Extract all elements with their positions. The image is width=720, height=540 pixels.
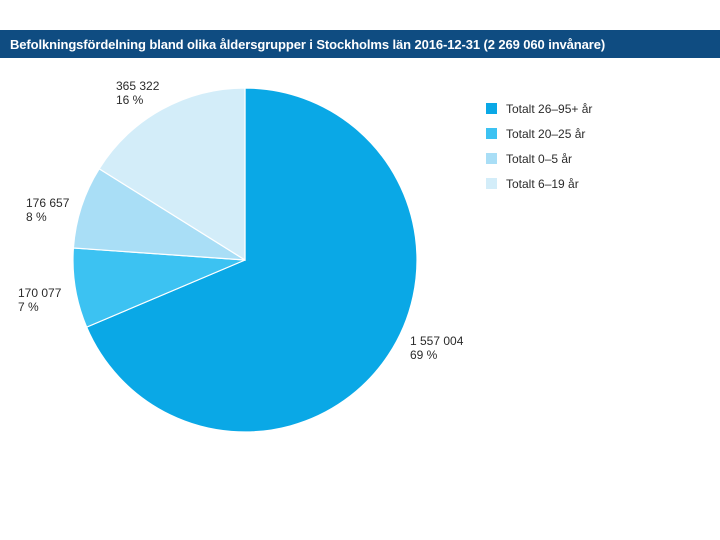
legend-label: Totalt 6–19 år	[506, 176, 579, 191]
slice-value-label: 170 077	[18, 286, 62, 300]
slice-value-label: 1 557 004	[410, 334, 464, 348]
pie-slice-0	[85, 87, 418, 433]
legend-swatch	[486, 153, 497, 164]
pie-chart	[72, 87, 418, 433]
chart-legend: Totalt 26–95+ år Totalt 20–25 år Totalt …	[486, 96, 592, 196]
legend-item-6-19: Totalt 6–19 år	[486, 171, 592, 196]
slice-percent-label: 69 %	[410, 348, 438, 362]
legend-label: Totalt 0–5 år	[506, 151, 573, 166]
data-label-26-95: 1 557 004 69 %	[410, 334, 463, 362]
slice-value-label: 365 322	[116, 79, 160, 93]
legend-label: Totalt 20–25 år	[506, 126, 586, 141]
chart-area: 1 557 004 69 % 170 077 7 % 176 657 8 % 3…	[0, 58, 720, 458]
legend-item-0-5: Totalt 0–5 år	[486, 146, 592, 171]
legend-item-26-95: Totalt 26–95+ år	[486, 96, 592, 121]
chart-header: Befolkningsfördelning bland olika ålders…	[0, 30, 720, 58]
data-label-20-25: 170 077 7 %	[18, 286, 61, 314]
slice-percent-label: 8 %	[26, 210, 47, 224]
legend-item-20-25: Totalt 20–25 år	[486, 121, 592, 146]
legend-label: Totalt 26–95+ år	[506, 101, 593, 116]
slice-percent-label: 7 %	[18, 300, 39, 314]
data-label-0-5: 176 657 8 %	[26, 196, 69, 224]
legend-swatch	[486, 178, 497, 189]
legend-swatch	[486, 103, 497, 114]
slice-value-label: 176 657	[26, 196, 70, 210]
chart-title: Befolkningsfördelning bland olika ålders…	[10, 36, 606, 52]
slice-percent-label: 16 %	[116, 93, 144, 107]
pie-slice-3	[98, 87, 246, 262]
data-label-6-19: 365 322 16 %	[116, 79, 159, 107]
legend-swatch	[486, 128, 497, 139]
